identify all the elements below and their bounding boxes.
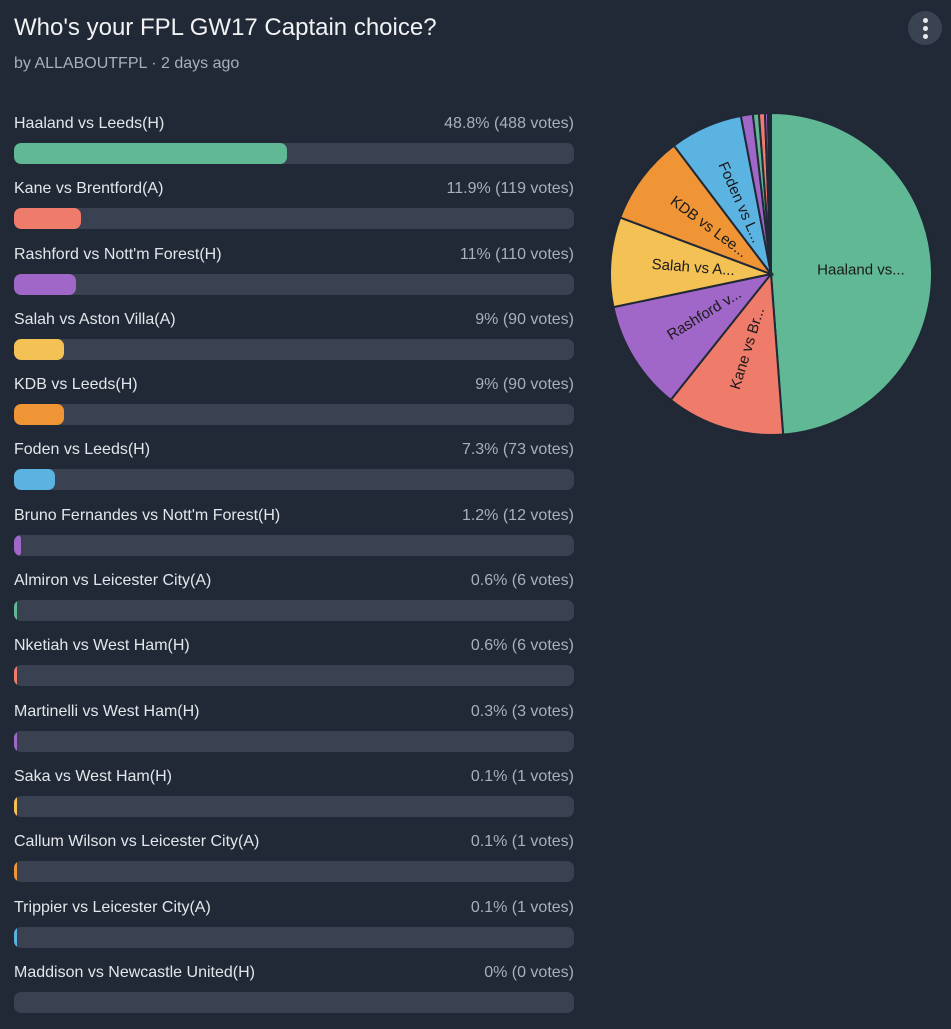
option-label: Salah vs Aston Villa(A) (14, 310, 176, 328)
option-label: Almiron vs Leicester City(A) (14, 572, 212, 590)
result-bar-fill (14, 795, 17, 817)
result-bar-fill (14, 600, 18, 622)
poll-option[interactable]: Salah vs Aston Villa(A) 9% (90 votes) (14, 311, 574, 376)
result-bar-fill (14, 273, 76, 295)
option-label: Haaland vs Leeds(H) (14, 115, 165, 132)
option-label: Foden vs Leeds(H) (14, 441, 151, 459)
poll-title: Who's your FPL GW17 Captain choice? (14, 14, 437, 41)
option-result: 0.1% (1 votes) (470, 833, 574, 851)
pie-slice[interactable] (618, 144, 774, 277)
poll-option[interactable]: Haaland vs Leeds(H) 48.8% (488 votes) (14, 115, 574, 180)
poll-option[interactable]: Trippier vs Leicester City(A) 0.1% (1 vot… (14, 899, 574, 964)
option-label: Callum Wilson vs Leicester City(A) (14, 833, 260, 851)
pie-slice[interactable] (770, 111, 934, 436)
result-bar-track (14, 273, 574, 295)
option-result: 0.1% (1 votes) (470, 898, 574, 916)
result-bar-fill (14, 208, 81, 230)
dot (922, 33, 928, 39)
poll-option[interactable]: Almiron vs Leicester City(A) 0.6% (6 vote… (14, 572, 574, 637)
option-result: 1.2% (12 votes) (461, 506, 574, 524)
option-label: Rashford vs Nott'm Forest(H) (14, 245, 222, 263)
more-vertical-icon (922, 17, 928, 23)
option-result: 7.3% (73 votes) (461, 441, 574, 459)
result-bar-track (14, 338, 574, 360)
poll-option[interactable]: Martinelli vs West Ham(H) 0.3% (3 votes) (14, 703, 574, 768)
option-result: 0.6% (6 votes) (470, 637, 574, 655)
option-result: 9% (90 votes) (475, 376, 574, 394)
option-label: Trippier vs Leicester City(A) (14, 898, 211, 916)
option-result: 48.8% (488 votes) (444, 115, 574, 132)
result-bar-track (14, 926, 574, 948)
result-bar-track (14, 404, 574, 426)
result-bar-track (14, 991, 574, 1013)
option-label: Maddison vs Newcastle United(H) (14, 963, 255, 981)
option-result: 9% (90 votes) (475, 310, 574, 328)
result-bar-track (14, 208, 574, 230)
result-bar-track (14, 861, 574, 883)
results-pie-chart: Haaland vs...Kane vs Br...Rashford v...S… (609, 111, 934, 436)
poll-meta: by ALLABOUTFPL · 2 days ago (14, 55, 240, 72)
option-label: Kane vs Brentford(A) (14, 180, 164, 198)
result-bar-fill (14, 469, 55, 491)
option-result: 0.3% (3 votes) (470, 702, 574, 720)
option-label: Nketiah vs West Ham(H) (14, 637, 190, 655)
pie-slice-label: Haaland vs... (817, 262, 905, 279)
result-bar-fill (14, 534, 21, 556)
poll-option[interactable]: Saka vs West Ham(H) 0.1% (1 votes) (14, 768, 574, 833)
option-result: 0% (0 votes) (484, 963, 574, 981)
poll-option[interactable]: Bruno Fernandes vs Nott'm Forest(H) 1.2% … (14, 507, 574, 572)
option-label: KDB vs Leeds(H) (14, 376, 138, 394)
result-bar-track (14, 795, 574, 817)
result-bar-track (14, 143, 574, 164)
pie-slice[interactable] (612, 272, 774, 402)
result-bar-fill (14, 338, 65, 360)
result-bar-track (14, 600, 574, 622)
result-bar-fill (14, 143, 288, 164)
poll-option[interactable]: Nketiah vs West Ham(H) 0.6% (6 votes) (14, 637, 574, 702)
poll-option[interactable]: Foden vs Leeds(H) 7.3% (73 votes) (14, 441, 574, 506)
more-options-button[interactable] (908, 11, 942, 45)
pie-slice[interactable] (768, 111, 772, 275)
result-bar-fill (14, 665, 18, 687)
result-bar-track (14, 665, 574, 687)
result-bar-fill (14, 861, 17, 883)
pie-slice[interactable] (669, 271, 785, 436)
result-bar-track (14, 469, 574, 491)
option-result: 11.9% (119 votes) (446, 180, 574, 198)
option-result: 0.1% (1 votes) (470, 767, 574, 785)
poll-option[interactable]: Maddison vs Newcastle United(H) 0% (0 vot… (14, 964, 574, 1029)
pie-slice[interactable] (609, 216, 775, 309)
result-bar-track (14, 534, 574, 556)
option-label: Saka vs West Ham(H) (14, 767, 172, 785)
option-label: Martinelli vs West Ham(H) (14, 702, 200, 720)
pie-slice-label: Salah vs A... (651, 256, 735, 279)
option-result: 11% (110 votes) (459, 245, 574, 263)
poll-options-list: Haaland vs Leeds(H) 48.8% (488 votes) Kane… (14, 115, 574, 1029)
poll-option[interactable]: KDB vs Leeds(H) 9% (90 votes) (14, 376, 574, 441)
poll-option[interactable]: Rashford vs Nott'm Forest(H) 11% (110 vot… (14, 246, 574, 311)
result-bar-track (14, 730, 574, 752)
poll-option[interactable]: Kane vs Brentford(A) 11.9% (119 votes) (14, 180, 574, 245)
result-bar-fill (14, 926, 17, 948)
result-bar-fill (14, 404, 65, 426)
poll-option[interactable]: Callum Wilson vs Leicester City(A) 0.1% (… (14, 833, 574, 898)
result-bar-fill (14, 730, 17, 752)
option-label: Bruno Fernandes vs Nott'm Forest(H) (14, 506, 281, 524)
dot (922, 25, 928, 31)
option-result: 0.6% (6 votes) (470, 572, 574, 590)
